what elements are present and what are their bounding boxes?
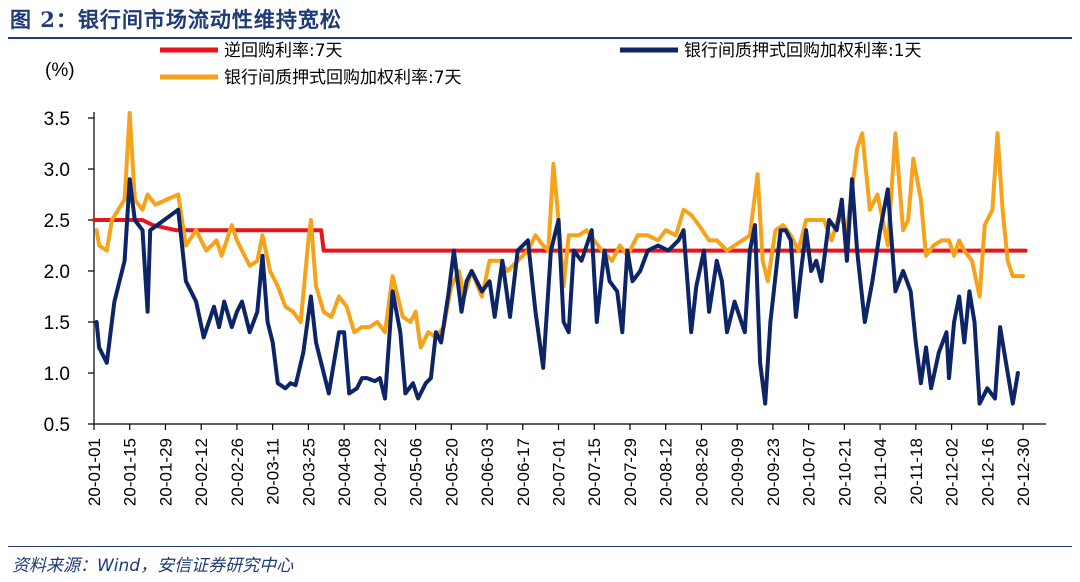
x-tick-label: 20-03-11	[264, 438, 283, 505]
y-unit-label: (%)	[45, 60, 75, 81]
x-tick-label: 20-10-07	[800, 438, 819, 506]
series-line-1	[94, 177, 1020, 406]
y-tick-label: 3.5	[44, 109, 70, 130]
source-rule	[8, 546, 1072, 547]
y-axis: 3.5 3.0 2.5 2.0 1.5 1.0 0.5	[44, 109, 95, 436]
x-tick-label: 20-03-25	[299, 438, 318, 506]
x-tick-label: 20-12-02	[943, 438, 962, 506]
legend-label-2: 银行间质押式回购加权利率:7天	[224, 68, 462, 88]
y-tick-label: 2.0	[44, 262, 70, 283]
y-tick-label: 1.5	[44, 313, 70, 334]
x-tick-label: 20-12-16	[978, 438, 997, 506]
x-tick-label: 20-04-22	[371, 438, 390, 506]
x-tick-label: 20-05-06	[407, 438, 426, 506]
line-chart: 3.53.02.52.01.51.00.5 20-01-01 20-01-15 20…	[44, 41, 1046, 506]
x-tick-label: 20-09-09	[728, 438, 747, 506]
legend-label-0: 逆回购利率:7天	[224, 41, 343, 61]
x-tick-label: 20-04-08	[335, 438, 354, 506]
y-tick-label: 2.5	[44, 211, 70, 232]
x-tick-label: 20-06-17	[514, 438, 533, 506]
figure-title: 图 2：银行间市场流动性维持宽松	[10, 7, 342, 32]
x-tick-label: 20-07-29	[621, 438, 640, 506]
y-tick-label: 0.5	[44, 415, 70, 436]
x-tick-label: 20-10-21	[835, 438, 854, 506]
x-tick-label: 20-02-26	[228, 438, 247, 506]
title-rule	[8, 37, 1072, 39]
x-tick-label: 20-11-04	[871, 438, 890, 505]
x-tick-label: 20-01-01	[85, 438, 104, 506]
y-tick-label: 3.0	[44, 160, 70, 181]
x-tick-label: 20-01-29	[156, 438, 175, 506]
x-tick-label: 20-06-03	[478, 438, 497, 506]
x-tick-label: 20-01-15	[121, 438, 140, 506]
x-axis: 20-01-01 20-01-15 20-01-29 20-02-12 20-02-26…	[85, 423, 1046, 506]
y-tick-label: 1.0	[44, 364, 70, 385]
x-tick-label: 20-11-18	[907, 438, 926, 505]
legend-label-1: 银行间质押式回购加权利率:1天	[684, 41, 922, 61]
x-tick-label: 20-08-26	[692, 438, 711, 506]
x-tick-label: 20-02-12	[192, 438, 211, 506]
x-tick-label: 20-08-12	[657, 438, 676, 506]
x-tick-label: 20-12-30	[1014, 438, 1033, 506]
x-tick-label: 20-07-01	[550, 438, 569, 506]
x-tick-label: 20-09-23	[764, 438, 783, 506]
x-tick-label: 20-05-20	[442, 438, 461, 506]
series-line-0	[92, 218, 1028, 253]
x-tick-label: 20-07-15	[585, 438, 604, 506]
source-note: 资料来源：Wind，安信证券研究中心	[12, 556, 294, 576]
series-layer	[92, 110, 1028, 406]
